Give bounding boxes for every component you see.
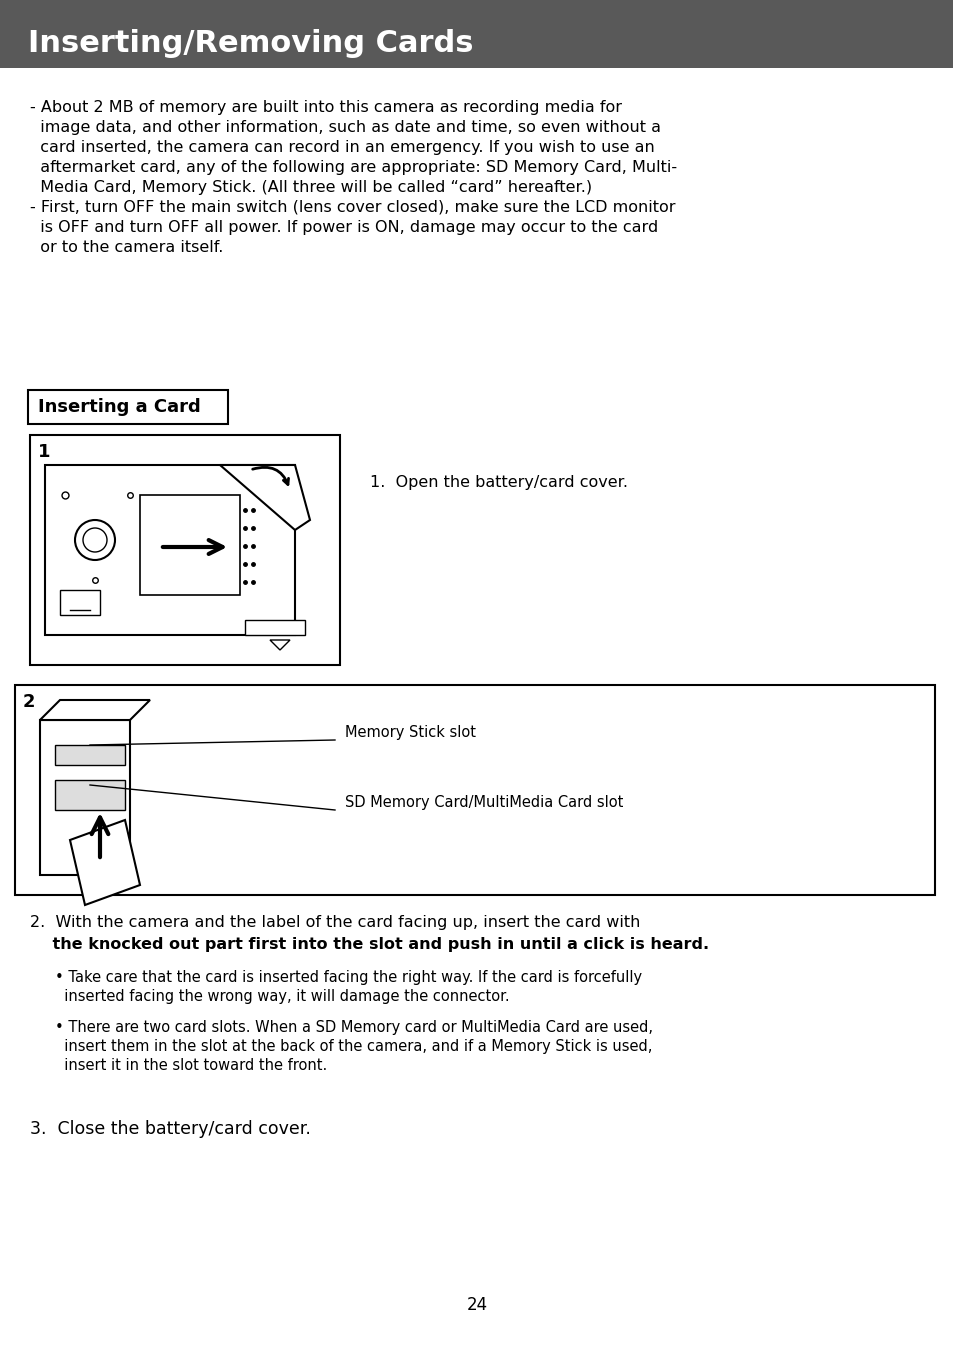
Text: - About 2 MB of memory are built into this camera as recording media for: - About 2 MB of memory are built into th… — [30, 100, 621, 116]
FancyBboxPatch shape — [28, 390, 228, 424]
FancyBboxPatch shape — [40, 720, 130, 876]
Text: Inserting/Removing Cards: Inserting/Removing Cards — [28, 30, 473, 58]
Text: Inserting a Card: Inserting a Card — [38, 398, 200, 416]
FancyBboxPatch shape — [245, 620, 305, 635]
Text: inserted facing the wrong way, it will damage the connector.: inserted facing the wrong way, it will d… — [55, 989, 509, 1003]
Circle shape — [83, 529, 107, 551]
Text: 24: 24 — [466, 1297, 487, 1314]
Text: • Take care that the card is inserted facing the right way. If the card is force: • Take care that the card is inserted fa… — [55, 970, 641, 985]
FancyBboxPatch shape — [140, 495, 240, 594]
FancyBboxPatch shape — [45, 465, 294, 635]
Text: image data, and other information, such as date and time, so even without a: image data, and other information, such … — [30, 120, 660, 134]
Polygon shape — [70, 820, 140, 905]
Text: 1.  Open the battery/card cover.: 1. Open the battery/card cover. — [370, 475, 627, 490]
Text: 2: 2 — [23, 693, 35, 712]
FancyBboxPatch shape — [55, 745, 125, 765]
Text: - First, turn OFF the main switch (lens cover closed), make sure the LCD monitor: - First, turn OFF the main switch (lens … — [30, 200, 675, 215]
Text: Media Card, Memory Stick. (All three will be called “card” hereafter.): Media Card, Memory Stick. (All three wil… — [30, 180, 592, 195]
Polygon shape — [40, 699, 150, 720]
Circle shape — [75, 521, 115, 560]
Text: 3.  Close the battery/card cover.: 3. Close the battery/card cover. — [30, 1120, 311, 1138]
FancyBboxPatch shape — [30, 434, 339, 664]
Text: or to the camera itself.: or to the camera itself. — [30, 239, 223, 256]
FancyBboxPatch shape — [60, 590, 100, 615]
Text: Memory Stick slot: Memory Stick slot — [345, 725, 476, 741]
Text: insert it in the slot toward the front.: insert it in the slot toward the front. — [55, 1059, 327, 1073]
Text: SD Memory Card/MultiMedia Card slot: SD Memory Card/MultiMedia Card slot — [345, 795, 622, 811]
Text: aftermarket card, any of the following are appropriate: SD Memory Card, Multi-: aftermarket card, any of the following a… — [30, 160, 677, 175]
FancyBboxPatch shape — [55, 780, 125, 810]
Text: • There are two card slots. When a SD Memory card or MultiMedia Card are used,: • There are two card slots. When a SD Me… — [55, 1020, 652, 1036]
Text: the knocked out part first into the slot and push in until a click is heard.: the knocked out part first into the slot… — [30, 937, 708, 952]
Text: is OFF and turn OFF all power. If power is ON, damage may occur to the card: is OFF and turn OFF all power. If power … — [30, 221, 658, 235]
Text: 2.  With the camera and the label of the card facing up, insert the card with: 2. With the camera and the label of the … — [30, 915, 639, 929]
Text: insert them in the slot at the back of the camera, and if a Memory Stick is used: insert them in the slot at the back of t… — [55, 1038, 652, 1054]
FancyBboxPatch shape — [0, 0, 953, 69]
Text: 1: 1 — [38, 443, 51, 461]
Polygon shape — [220, 465, 310, 530]
FancyBboxPatch shape — [15, 685, 934, 894]
Text: card inserted, the camera can record in an emergency. If you wish to use an: card inserted, the camera can record in … — [30, 140, 654, 155]
